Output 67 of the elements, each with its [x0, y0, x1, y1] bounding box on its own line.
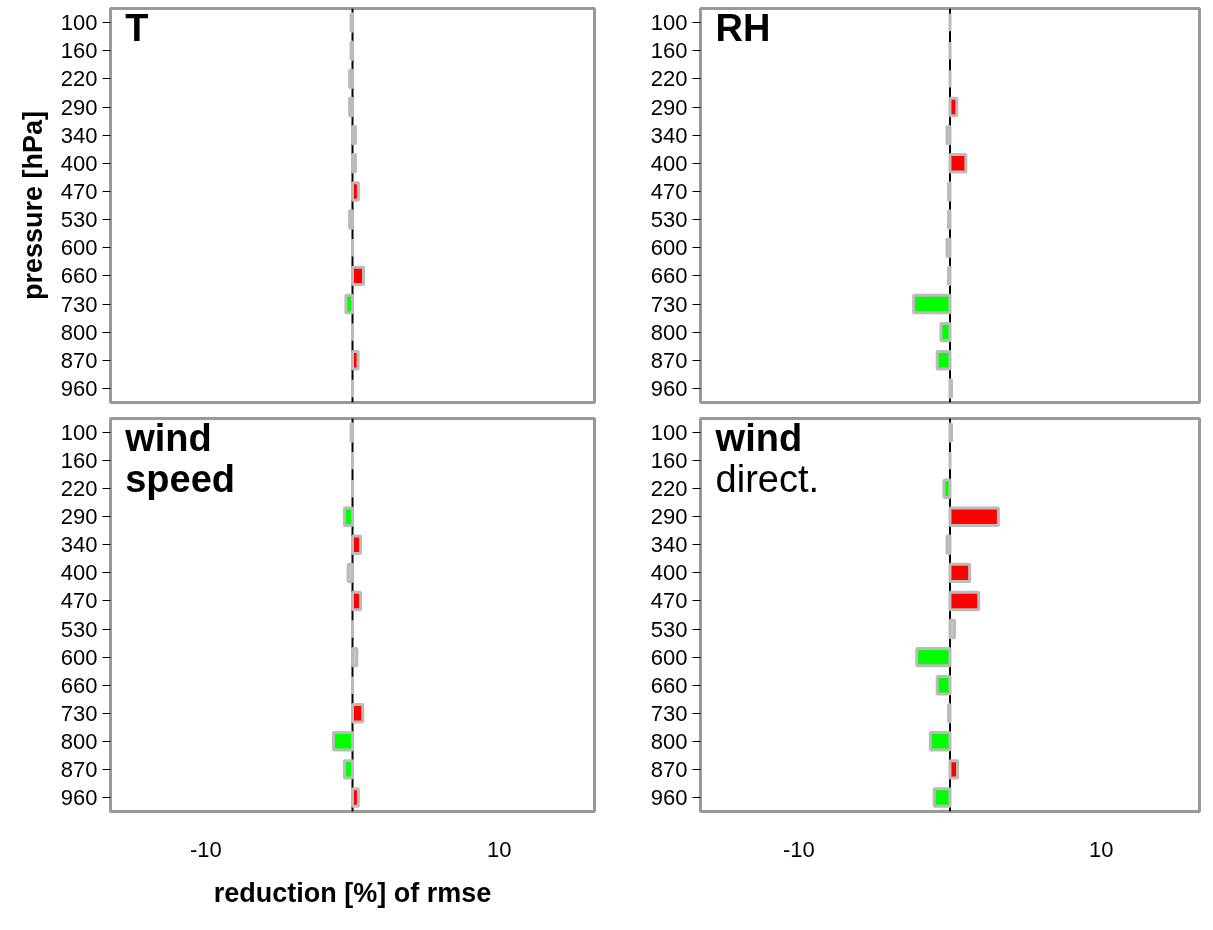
y-tick-label: 600: [650, 644, 688, 670]
y-tick-label: 600: [60, 644, 98, 670]
y-tick-label: 660: [60, 263, 98, 289]
y-tick-label: 730: [60, 291, 98, 317]
x-tick-label: 10: [1088, 836, 1114, 862]
y-tick-label: 730: [60, 700, 98, 726]
y-tick-label: 530: [60, 616, 98, 642]
y-tick-label: 800: [650, 728, 688, 754]
y-tick-label: 470: [60, 588, 98, 614]
y-tick-label: 290: [60, 94, 98, 120]
y-tick-label: 470: [650, 178, 688, 204]
text: wind speed: [124, 417, 235, 500]
y-tick-label: 470: [60, 178, 98, 204]
y-tick-label: 600: [650, 235, 688, 261]
y-tick-label: 400: [650, 150, 688, 176]
y-tick-label: 870: [60, 347, 98, 373]
y-tick-label: 400: [60, 560, 98, 586]
y-tick-label: 960: [650, 375, 688, 401]
y-tick-label: 530: [650, 207, 688, 233]
y-tick-label: 400: [60, 150, 98, 176]
y-axis-title: pressure [hPa]: [17, 110, 48, 301]
y-tick-label: 160: [60, 448, 98, 474]
y-tick-label: 800: [60, 319, 98, 345]
y-tick-label: 290: [650, 94, 688, 120]
y-tick-label: 100: [60, 10, 98, 36]
y-tick-label: 730: [650, 700, 688, 726]
y-tick-label: 730: [650, 291, 688, 317]
y-tick-label: 530: [60, 207, 98, 233]
x-tick-label: -10: [782, 836, 815, 862]
y-tick-label: 100: [650, 10, 688, 36]
y-tick-label: 870: [60, 756, 98, 782]
y-tick-label: 960: [650, 784, 688, 810]
y-tick-label: 290: [60, 504, 98, 530]
y-tick-label: 340: [650, 532, 688, 558]
y-tick-label: 470: [650, 588, 688, 614]
y-tick-label: 220: [60, 476, 98, 502]
y-tick-label: 600: [60, 235, 98, 261]
y-tick-label: 160: [650, 448, 688, 474]
x-tick-label: 10: [486, 836, 512, 862]
y-tick-label: 870: [650, 347, 688, 373]
y-tick-label: 220: [650, 66, 688, 92]
chart-title: T: [125, 7, 149, 50]
chart-title: wind: [714, 417, 803, 460]
x-tick-label: -10: [189, 836, 222, 862]
y-tick-label: 870: [650, 756, 688, 782]
x-axis-title: reduction [%] of rmse: [213, 877, 492, 908]
y-tick-label: 340: [60, 532, 98, 558]
y-tick-label: 340: [650, 122, 688, 148]
y-tick-label: 530: [650, 616, 688, 642]
y-tick-label: 400: [650, 560, 688, 586]
y-tick-label: 800: [650, 319, 688, 345]
y-tick-label: 660: [650, 263, 688, 289]
y-tick-label: 220: [650, 476, 688, 502]
y-tick-label: 220: [60, 66, 98, 92]
y-tick-label: 960: [60, 375, 98, 401]
y-tick-label: 160: [60, 38, 98, 64]
text: direct.: [715, 457, 820, 500]
y-tick-label: 290: [650, 504, 688, 530]
y-tick-label: 660: [60, 672, 98, 698]
y-tick-label: 660: [650, 672, 688, 698]
y-tick-label: 960: [60, 784, 98, 810]
chart-title: RH: [715, 7, 771, 50]
y-tick-label: 800: [60, 728, 98, 754]
y-tick-label: 160: [650, 38, 688, 64]
y-tick-label: 100: [60, 420, 98, 446]
y-tick-label: 100: [650, 420, 688, 446]
y-tick-label: 340: [60, 122, 98, 148]
